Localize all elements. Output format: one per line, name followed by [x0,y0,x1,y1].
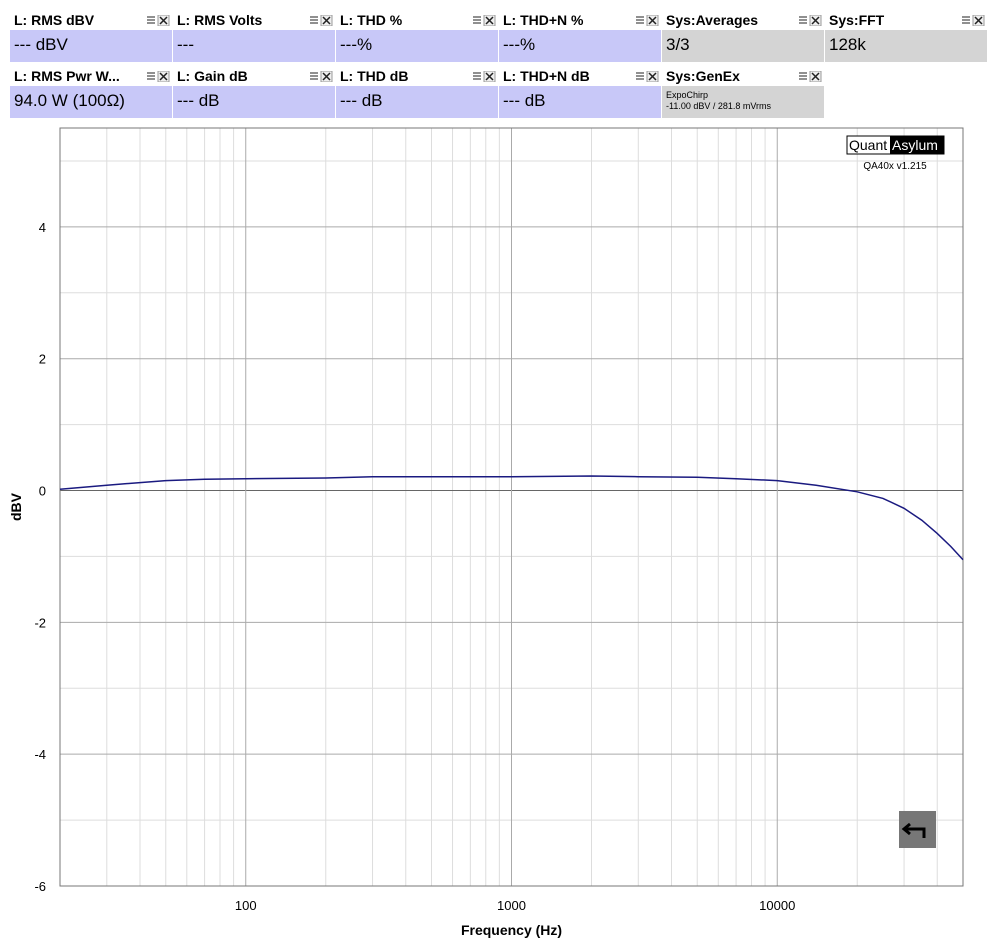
widget-title: L: RMS Volts [173,10,335,30]
close-icon [974,16,983,25]
widget-value-text: ---% [503,35,536,54]
widget: L: RMS dBV --- dBV [10,10,172,62]
close-icon [811,72,820,81]
widget-detail: -11.00 dBV / 281.8 mVrms [666,101,772,111]
widget-icons[interactable] [146,71,170,82]
close-icon [811,16,820,25]
widget-icons[interactable] [472,15,496,26]
widget-value-text: 94.0 W (100Ω) [14,91,125,110]
close-icon [648,16,657,25]
y-tick-label: -2 [34,615,46,630]
widget-icons[interactable] [635,15,659,26]
widget-title: Sys:GenEx [662,66,824,86]
close-icon [485,16,494,25]
widget: L: THD+N % ---% [499,10,661,62]
widget-value: --- dB [336,86,498,118]
logo-dark [890,136,944,154]
widget-value: 94.0 W (100Ω) [10,86,172,118]
widget-value-text: --- dB [503,91,546,110]
y-tick-label: -6 [34,879,46,894]
widget-value: ---% [499,30,661,62]
widget-icons[interactable] [309,15,333,26]
plot-frame [59,127,964,887]
widget-value: 3/3 [662,30,824,62]
widget-title: Sys:FFT [825,10,987,30]
close-icon [322,72,331,81]
x-tick-label: 10000 [759,898,795,913]
widget-value-text: 128k [829,35,866,54]
y-axis-label: dBV [8,492,24,521]
widget-value: --- dB [499,86,661,118]
y-tick-label: 0 [39,484,46,499]
widget-title: L: THD+N % [499,10,661,30]
widget: L: RMS Pwr W... 94.0 W (100Ω) [10,66,172,118]
widget: L: RMS Volts --- [173,10,335,62]
widget-value-text: --- dB [177,91,220,110]
widget: L: THD+N dB --- dB [499,66,661,118]
widget-icons[interactable] [146,15,170,26]
widget-value-text: 3/3 [666,35,690,54]
x-tick-label: 1000 [497,898,526,913]
y-tick-label: 4 [39,220,46,235]
logo-right: Asylum [892,137,938,153]
widget-value: 128k [825,30,987,62]
widget-title: L: THD % [336,10,498,30]
widget-value: ---% [336,30,498,62]
widget: L: THD dB --- dB [336,66,498,118]
widget-icons[interactable] [472,71,496,82]
widget: Sys:FFT 128k [825,10,987,62]
widget: L: THD % ---% [336,10,498,62]
widget-title: L: RMS dBV [10,10,172,30]
y-tick-label: -4 [34,747,46,762]
widget: Sys:Averages 3/3 [662,10,824,62]
x-tick-label: 100 [235,898,257,913]
widget-value: --- dBV [10,30,172,62]
logo-version: QA40x v1.215 [863,161,927,172]
widget: Sys:GenEx ExpoChirp -11.00 dBV / 281.8 mVr… [662,66,824,118]
logo-left: Quant [849,137,887,153]
close-icon [159,16,168,25]
close-icon [485,72,494,81]
back-arrow [901,822,926,838]
widget-title: L: THD+N dB [499,66,661,86]
close-icon [322,16,331,25]
widget-value: --- dB [173,86,335,118]
widget-icons[interactable] [798,15,822,26]
widget-title: Sys:Averages [662,10,824,30]
widget-icons[interactable] [309,71,333,82]
x-axis-label: Frequency (Hz) [461,922,562,938]
widget-value-text: --- dB [340,91,383,110]
widget: L: Gain dB --- dB [173,66,335,118]
close-icon [648,72,657,81]
widget-icons[interactable] [961,15,985,26]
widget-title: L: RMS Pwr W... [10,66,172,86]
widget-value-text: --- dBV [14,35,68,54]
widget-value: ExpoChirp -11.00 dBV / 281.8 mVrms [662,86,824,118]
widget-value-text: ---% [340,35,373,54]
widget-value: --- [173,30,335,62]
widget-icons[interactable] [798,71,822,82]
widget-icons[interactable] [635,71,659,82]
widget-value-text: --- [177,35,194,54]
widget-title: L: Gain dB [173,66,335,86]
close-icon [159,72,168,81]
widget-value-text: ExpoChirp [666,90,709,100]
y-tick-label: 2 [39,352,46,367]
data-line [59,475,964,561]
widget-title: L: THD dB [336,66,498,86]
